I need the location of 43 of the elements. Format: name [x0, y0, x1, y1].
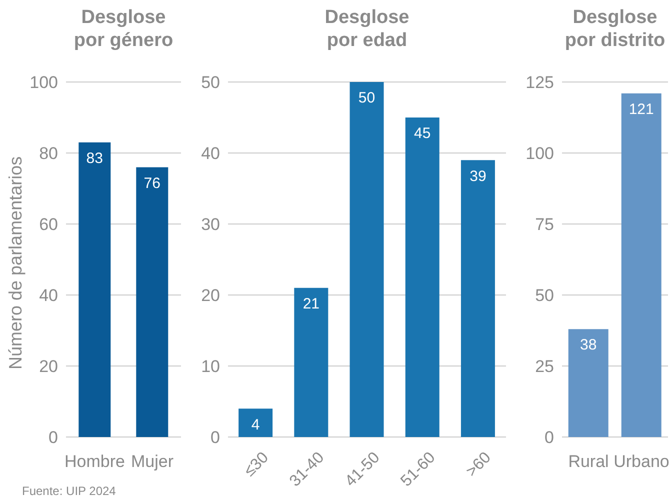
y-tick-label: 50: [201, 73, 220, 92]
y-tick-label: 0: [544, 428, 554, 448]
data-label: 50: [358, 90, 376, 107]
y-tick-label: 80: [39, 144, 58, 164]
y-tick-label: 25: [535, 357, 554, 376]
y-tick-label: 40: [201, 144, 220, 164]
y-tick-label: 20: [39, 357, 58, 376]
bar: [350, 82, 384, 437]
y-tick-label: 50: [535, 286, 554, 306]
y-tick-label: 0: [210, 428, 220, 448]
data-label: 76: [144, 174, 160, 192]
data-label: 83: [86, 150, 103, 167]
chart-title: Desglose por edad: [324, 6, 410, 52]
chart-title: Desglose por género: [72, 6, 174, 52]
bar: [238, 408, 273, 437]
data-label: 121: [628, 101, 654, 118]
source-note: Fuente: UIP 2024: [22, 484, 116, 498]
y-tick-label: 10: [201, 357, 220, 376]
y-tick-label: 0: [48, 428, 58, 448]
y-tick-label: 20: [201, 286, 220, 306]
bar: [405, 118, 440, 437]
data-label: 45: [414, 125, 431, 142]
x-tick-label: Hombre: [64, 452, 125, 472]
y-axis-title: Número de parlamentarios: [5, 156, 26, 370]
x-tick-label: Mujer: [130, 452, 174, 472]
y-tick-label: 125: [526, 73, 554, 92]
chart-title: Desglose por distrito: [564, 6, 666, 52]
y-tick-label: 30: [201, 215, 220, 234]
data-label: 21: [302, 296, 320, 313]
y-tick-label: 60: [39, 215, 58, 234]
x-tick-label: >60: [463, 449, 494, 480]
data-label: 38: [580, 336, 597, 354]
y-tick-label: 100: [526, 144, 554, 164]
bar: [460, 160, 495, 437]
x-tick-label: Urbano: [614, 452, 670, 472]
data-label: 4: [251, 416, 260, 434]
y-tick-label: 40: [39, 286, 58, 306]
bar: [294, 288, 328, 437]
data-label: 39: [470, 168, 486, 185]
x-tick-label: Rural: [568, 452, 609, 472]
x-tick-label: ≤30: [241, 449, 272, 480]
y-tick-label: 100: [30, 73, 58, 92]
y-tick-label: 75: [535, 215, 554, 234]
